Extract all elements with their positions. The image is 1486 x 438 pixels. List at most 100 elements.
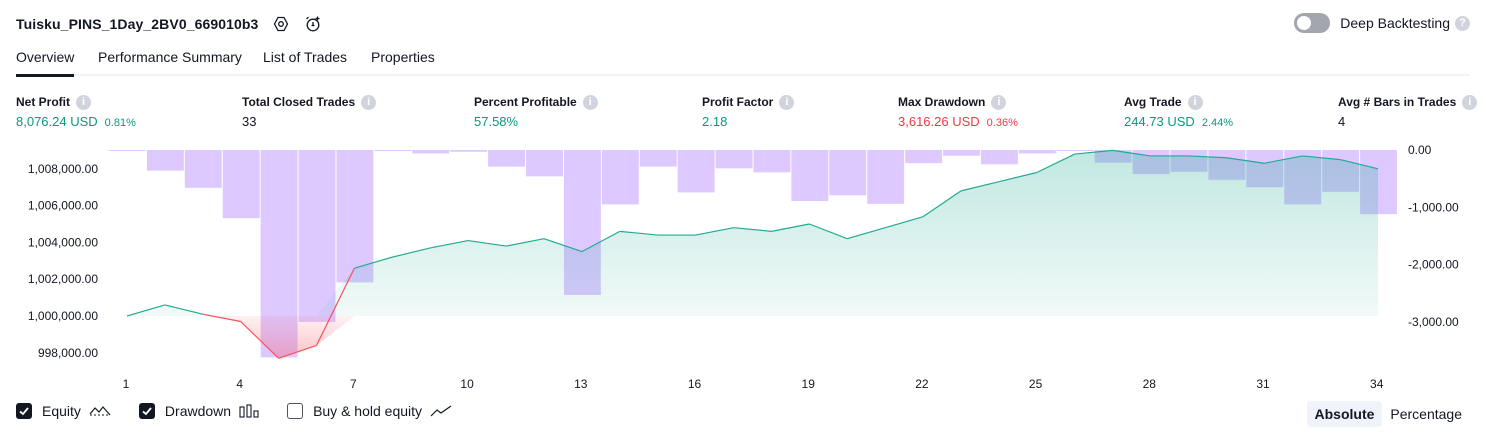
x-tick-label: 1 [123, 377, 130, 391]
info-icon[interactable]: i [991, 94, 1007, 110]
equity-line-segment [354, 256, 393, 269]
x-tick-label: 28 [1143, 377, 1157, 391]
y-right-tick-label: -2,000.00 [1408, 258, 1459, 272]
x-tick-label: 10 [460, 377, 474, 391]
drawdown-bar [1284, 150, 1322, 205]
x-tick-label: 31 [1256, 377, 1270, 391]
y-right-tick-label: 0.00 [1408, 143, 1432, 157]
tab-list-of-trades[interactable]: List of Trades [263, 49, 348, 65]
equity-line-segment [164, 304, 203, 315]
equity-line-segment [809, 223, 848, 240]
equity-line-segment [922, 190, 962, 218]
x-tick-label: 4 [236, 377, 243, 391]
deep-backtesting-control: Deep Backtesting ? [1294, 13, 1470, 33]
mode-percentage-button[interactable]: Percentage [1390, 406, 1462, 422]
equity-line-segment [1302, 155, 1341, 161]
equity-line-segment [202, 313, 241, 323]
equity-line-segment [505, 238, 545, 247]
y-left-tick-label: 998,000.00 [38, 346, 98, 360]
drawdown-bar [109, 150, 146, 151]
drawdown-bar [1246, 150, 1284, 188]
info-icon[interactable]: i [361, 94, 377, 110]
equity-line-segment [1188, 155, 1227, 159]
equity-line-segment [998, 171, 1037, 183]
drawdown-bar [791, 150, 829, 201]
stat-value: 2.18 [702, 114, 728, 129]
stat-percent: 2.44% [1201, 117, 1234, 129]
drawdown-bar [1170, 150, 1208, 172]
drawdown-bars-icon [239, 404, 259, 418]
checkbox-unchecked-icon[interactable] [287, 403, 304, 419]
tab-performance-summary[interactable]: Performance Summary [98, 49, 242, 65]
x-tick-label: 16 [688, 377, 702, 391]
drawdown-bar [943, 150, 980, 156]
x-tick-label: 7 [350, 377, 357, 391]
y-left-tick-label: 1,008,000.00 [28, 162, 98, 176]
deep-backtesting-toggle[interactable] [1294, 13, 1331, 33]
drawdown-bar [905, 150, 943, 164]
drawdown-bar [867, 150, 905, 204]
drawdown-bar [260, 150, 298, 358]
stat-value: 3,616.26 USD [898, 114, 980, 129]
stat-label: Percent Profitable [474, 95, 577, 109]
drawdown-bar [829, 150, 867, 196]
equity-line-segment [240, 321, 280, 359]
equity-line-segment [581, 230, 621, 253]
drawdown-bar [146, 150, 184, 171]
legend-buy-hold-equity[interactable]: Buy & hold equity [287, 403, 452, 419]
drawdown-bar [639, 150, 677, 167]
equity-line-segment [126, 304, 166, 317]
drawdown-bar [677, 150, 715, 193]
checkbox-checked-icon[interactable] [138, 403, 155, 419]
info-icon[interactable]: i [582, 94, 598, 110]
info-icon[interactable]: i [779, 94, 795, 110]
equity-line-segment [1074, 149, 1113, 155]
equity-line-segment [1264, 155, 1303, 164]
info-icon[interactable]: i [1187, 94, 1203, 110]
stat-label: Avg # Bars in Trades [1338, 95, 1457, 109]
info-icon[interactable]: i [76, 94, 91, 110]
drawdown-bar [753, 150, 791, 173]
legend-drawdown[interactable]: Drawdown [138, 403, 259, 419]
equity-line-segment [1226, 157, 1265, 164]
buy-hold-line-icon [430, 404, 452, 418]
strategy-name: Tuisku_PINS_1Day_2BV0_669010b3 [16, 16, 259, 32]
stat-value: 33 [242, 114, 257, 129]
tab-bar: Overview Performance Summary List of Tra… [16, 44, 1470, 77]
drawdown-bar [1208, 150, 1246, 180]
equity-line-segment [771, 223, 810, 232]
drawdown-bar [526, 150, 563, 177]
stat-max-drawdown: Max Drawdown i 3,616.26 USD 0.36% [898, 94, 1018, 132]
y-left-tick-label: 1,004,000.00 [28, 235, 98, 249]
help-icon[interactable]: ? [1455, 15, 1470, 31]
x-tick-label: 19 [802, 377, 816, 391]
tab-overview[interactable]: Overview [16, 44, 75, 77]
chart-legend: Equity Drawdown Buy & hold equity [16, 403, 480, 419]
header-bar: Tuisku_PINS_1Day_2BV0_669010b3 [16, 14, 322, 34]
checkbox-checked-icon[interactable] [16, 403, 32, 419]
scale-mode-switch: Absolute Percentage [1306, 401, 1471, 427]
x-tick-label: 13 [574, 377, 588, 391]
legend-equity[interactable]: Equity [16, 403, 111, 419]
gear-icon[interactable] [272, 15, 290, 33]
equity-line-segment [430, 239, 469, 249]
mode-absolute-button[interactable]: Absolute [1306, 401, 1383, 427]
stat-percent: 0.36% [986, 117, 1018, 129]
tab-properties[interactable]: Properties [371, 49, 435, 65]
equity-area-negative [126, 316, 1379, 359]
y-left-tick-label: 1,002,000.00 [28, 272, 98, 286]
info-icon[interactable]: i [1462, 94, 1478, 110]
drawdown-bar [980, 150, 1018, 165]
drawdown-bar [488, 150, 526, 167]
drawdown-bar [1056, 150, 1094, 151]
stat-label: Avg Trade [1124, 95, 1182, 109]
y-right-tick-label: -1,000.00 [1408, 200, 1459, 214]
equity-line-segment [733, 227, 772, 232]
equity-line-segment [1112, 149, 1151, 157]
equity-line-segment [960, 181, 1000, 192]
y-right-tick-label: -3,000.00 [1408, 315, 1459, 329]
equity-line-segment [847, 227, 886, 240]
stat-avg-trade: Avg Trade i 244.73 USD 2.44% [1124, 94, 1233, 132]
add-alert-icon[interactable] [304, 15, 322, 33]
stat-total-closed-trades: Total Closed Trades i 33 [242, 94, 377, 132]
